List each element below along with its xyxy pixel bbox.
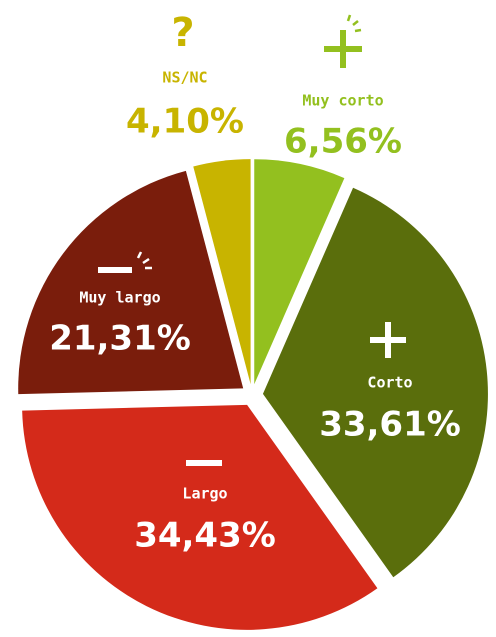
slice-value: 33,61% bbox=[319, 405, 461, 445]
slice-name: NS/NC bbox=[162, 69, 207, 87]
pie bbox=[18, 159, 488, 630]
slice-name: Muy largo bbox=[79, 289, 160, 307]
slice-value: 34,43% bbox=[134, 516, 276, 556]
slice-name: Corto bbox=[367, 374, 412, 392]
spark-icon bbox=[346, 14, 362, 33]
labels: Muy corto 6,56% Corto 33,61% Largo 34,43% Muy … bbox=[49, 69, 461, 556]
plus-icon bbox=[370, 322, 406, 358]
plus-icon bbox=[324, 30, 362, 68]
slice-value: 4,10% bbox=[126, 102, 244, 142]
spark-icon bbox=[136, 251, 152, 270]
slice-value: 6,56% bbox=[284, 122, 402, 162]
slice-name: Largo bbox=[182, 485, 227, 503]
question-icon: ? bbox=[171, 10, 194, 56]
pie-slice bbox=[254, 159, 345, 385]
slice-name: Muy corto bbox=[302, 92, 383, 110]
pie-slice bbox=[193, 159, 251, 385]
pie-slice bbox=[262, 187, 488, 578]
pie-slice bbox=[22, 404, 378, 630]
pie-slice bbox=[18, 170, 244, 395]
slice-value: 21,31% bbox=[49, 319, 191, 359]
